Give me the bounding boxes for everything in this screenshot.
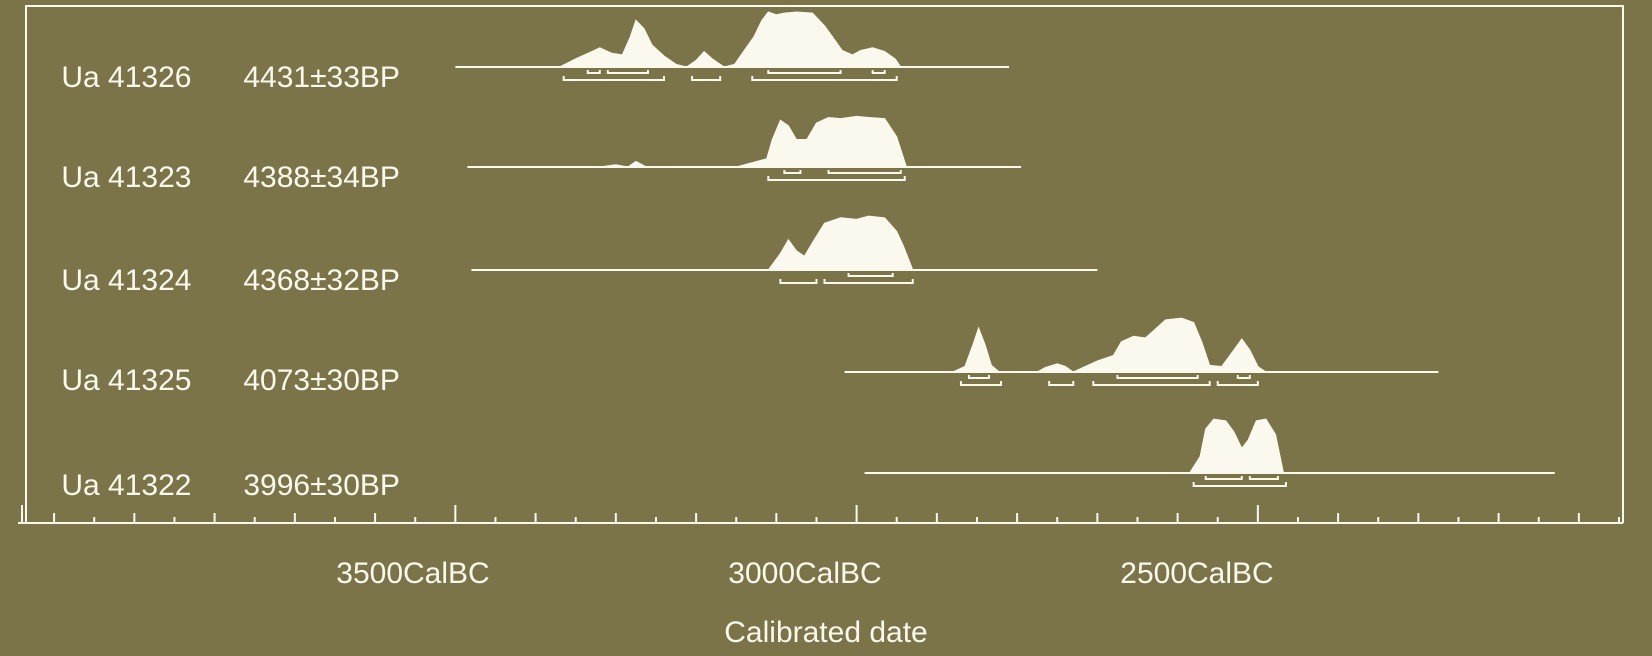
series-0-range-95 [562,76,665,81]
series-1-range-68 [783,170,802,174]
sample-label-0: Ua 41326 4431±33BP [28,30,400,126]
series-3-range-95 [959,381,1003,386]
sample-lab-code: Ua 41323 [61,161,192,194]
series-2-range-95 [823,279,914,284]
sample-label-4: Ua 41322 3996±30BP [28,438,400,534]
sample-label-2: Ua 41324 4368±32BP [28,233,400,329]
series-2-range-68 [847,273,894,277]
series-0-range-95 [751,76,898,81]
sample-age: 3996±30BP [243,469,400,502]
series-2-density [767,215,914,271]
series-1-range-68 [827,170,902,174]
sample-age: 4431±33BP [243,61,400,94]
sample-lab-code: Ua 41326 [61,61,192,94]
series-0-range-68 [606,70,649,74]
series-4-range-68 [1204,476,1243,480]
sample-age: 4073±30BP [243,364,400,397]
series-0-range-68 [767,70,842,74]
series-2-range-95 [779,279,818,284]
x-tick-label-3000: 3000CalBC [728,557,882,590]
plot-frame [25,5,1624,523]
series-3-range-68 [967,375,991,379]
sample-lab-code: Ua 41324 [61,264,192,297]
series-3-range-95 [1092,381,1211,386]
series-4-range-68 [1248,476,1279,480]
series-0-range-68 [871,70,886,74]
x-tick-label-3500: 3500CalBC [336,557,490,590]
sample-label-3: Ua 41325 4073±30BP [28,333,400,429]
series-0-density [559,11,902,68]
series-4-range-95 [1192,482,1287,487]
series-3-range-95 [1216,381,1259,386]
series-0-range-68 [586,70,601,74]
x-axis-title: Calibrated date [724,616,928,649]
sample-label-1: Ua 41323 4388±34BP [28,130,400,226]
series-1-range-95 [767,176,906,181]
series-3-range-68 [1236,375,1251,379]
series-1-density [599,115,908,168]
series-3-range-95 [1048,381,1075,386]
sample-lab-code: Ua 41325 [61,364,192,397]
series-0-range-95 [691,76,722,81]
sample-age: 4388±34BP [243,161,400,194]
sample-age: 4368±32BP [243,264,400,297]
series-4-density [1188,418,1285,474]
sample-lab-code: Ua 41322 [61,469,192,502]
series-3-range-68 [1116,375,1199,379]
x-tick-label-2500: 2500CalBC [1120,557,1274,590]
series-3-density [952,317,1268,373]
